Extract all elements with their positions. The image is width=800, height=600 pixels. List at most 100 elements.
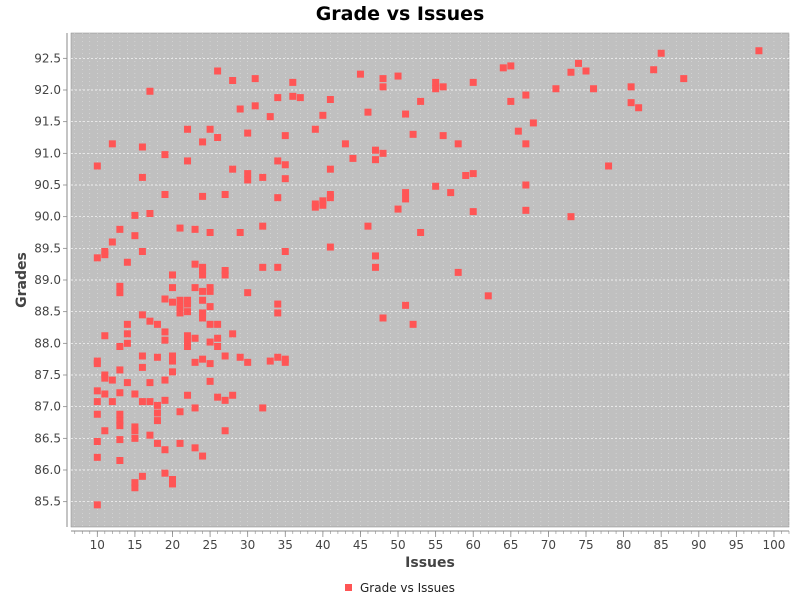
data-point (168, 480, 176, 488)
data-point (439, 132, 447, 140)
data-point (138, 363, 146, 371)
data-point (281, 175, 289, 183)
data-point (116, 422, 124, 430)
data-point (93, 501, 101, 509)
data-point (356, 70, 364, 78)
data-point (168, 284, 176, 292)
data-point (138, 398, 146, 406)
data-point (364, 108, 372, 116)
x-tick-label: 20 (165, 538, 180, 552)
data-point (221, 396, 229, 404)
data-point (123, 320, 131, 328)
data-point (146, 379, 154, 387)
data-point (176, 300, 184, 308)
data-point (108, 398, 116, 406)
data-point (93, 410, 101, 418)
x-tick-label: 10 (90, 538, 105, 552)
x-tick-label: 80 (616, 538, 631, 552)
data-point (214, 343, 222, 350)
data-point (206, 125, 214, 133)
x-tick-label: 35 (278, 538, 293, 552)
data-point (229, 330, 237, 338)
data-point (101, 332, 109, 340)
data-point (153, 409, 161, 417)
data-point (176, 309, 184, 317)
data-point (259, 222, 267, 230)
data-point (244, 176, 252, 184)
data-point (552, 85, 560, 93)
data-point (116, 225, 124, 233)
data-point (529, 119, 537, 127)
data-point (161, 295, 169, 303)
data-point (161, 151, 169, 159)
data-point (184, 308, 192, 316)
data-point (514, 127, 522, 135)
data-point (326, 191, 334, 198)
data-point (214, 67, 222, 75)
data-point (402, 189, 410, 197)
data-point (131, 232, 139, 240)
chart-title: Grade vs Issues (316, 3, 485, 25)
data-point (574, 59, 582, 67)
data-point (184, 296, 192, 304)
data-point (146, 210, 154, 217)
data-point (522, 91, 530, 99)
data-point (650, 66, 658, 74)
data-point (206, 320, 214, 328)
data-point (244, 289, 252, 297)
data-point (206, 229, 214, 236)
x-axis-label: Issues (405, 555, 455, 571)
data-point (161, 396, 169, 404)
data-point (146, 398, 154, 406)
data-point (131, 390, 139, 398)
data-point (432, 78, 440, 86)
data-point (138, 352, 146, 360)
data-point (281, 132, 289, 140)
data-point (402, 195, 410, 203)
data-point (244, 170, 252, 178)
data-point (379, 149, 387, 157)
data-point (657, 49, 665, 57)
data-point (116, 343, 124, 350)
plot-area (70, 32, 790, 528)
y-tick-label: 89.5 (34, 241, 61, 255)
data-point (101, 390, 109, 398)
data-point (191, 260, 199, 268)
data-point (274, 309, 282, 317)
data-point (161, 328, 169, 336)
data-point (311, 125, 319, 133)
data-point (168, 476, 176, 483)
data-point (153, 417, 161, 425)
y-tick-label: 91.5 (34, 115, 61, 129)
data-point (567, 68, 575, 76)
x-tick-label: 70 (541, 538, 556, 552)
data-point (507, 97, 515, 105)
data-point (161, 191, 169, 198)
data-point (153, 401, 161, 409)
data-point (168, 271, 176, 279)
data-point (131, 427, 139, 435)
data-point (176, 439, 184, 447)
data-point (244, 129, 252, 137)
y-tick-label: 87.5 (34, 368, 61, 382)
data-point (108, 140, 116, 148)
data-point (176, 296, 184, 304)
x-tick-label: 95 (729, 538, 744, 552)
data-point (221, 271, 229, 279)
data-point (635, 104, 643, 112)
data-point (229, 391, 237, 399)
data-point (259, 173, 267, 181)
data-point (116, 417, 124, 425)
data-point (221, 191, 229, 198)
data-point (93, 357, 101, 365)
data-point (184, 338, 192, 346)
data-point (184, 125, 192, 133)
data-point (116, 282, 124, 290)
data-point (93, 398, 101, 406)
data-point (214, 334, 222, 342)
y-tick-label: 86.5 (34, 431, 61, 445)
data-point (627, 83, 635, 91)
data-point (146, 431, 154, 439)
data-point (123, 339, 131, 347)
data-point (199, 138, 207, 146)
